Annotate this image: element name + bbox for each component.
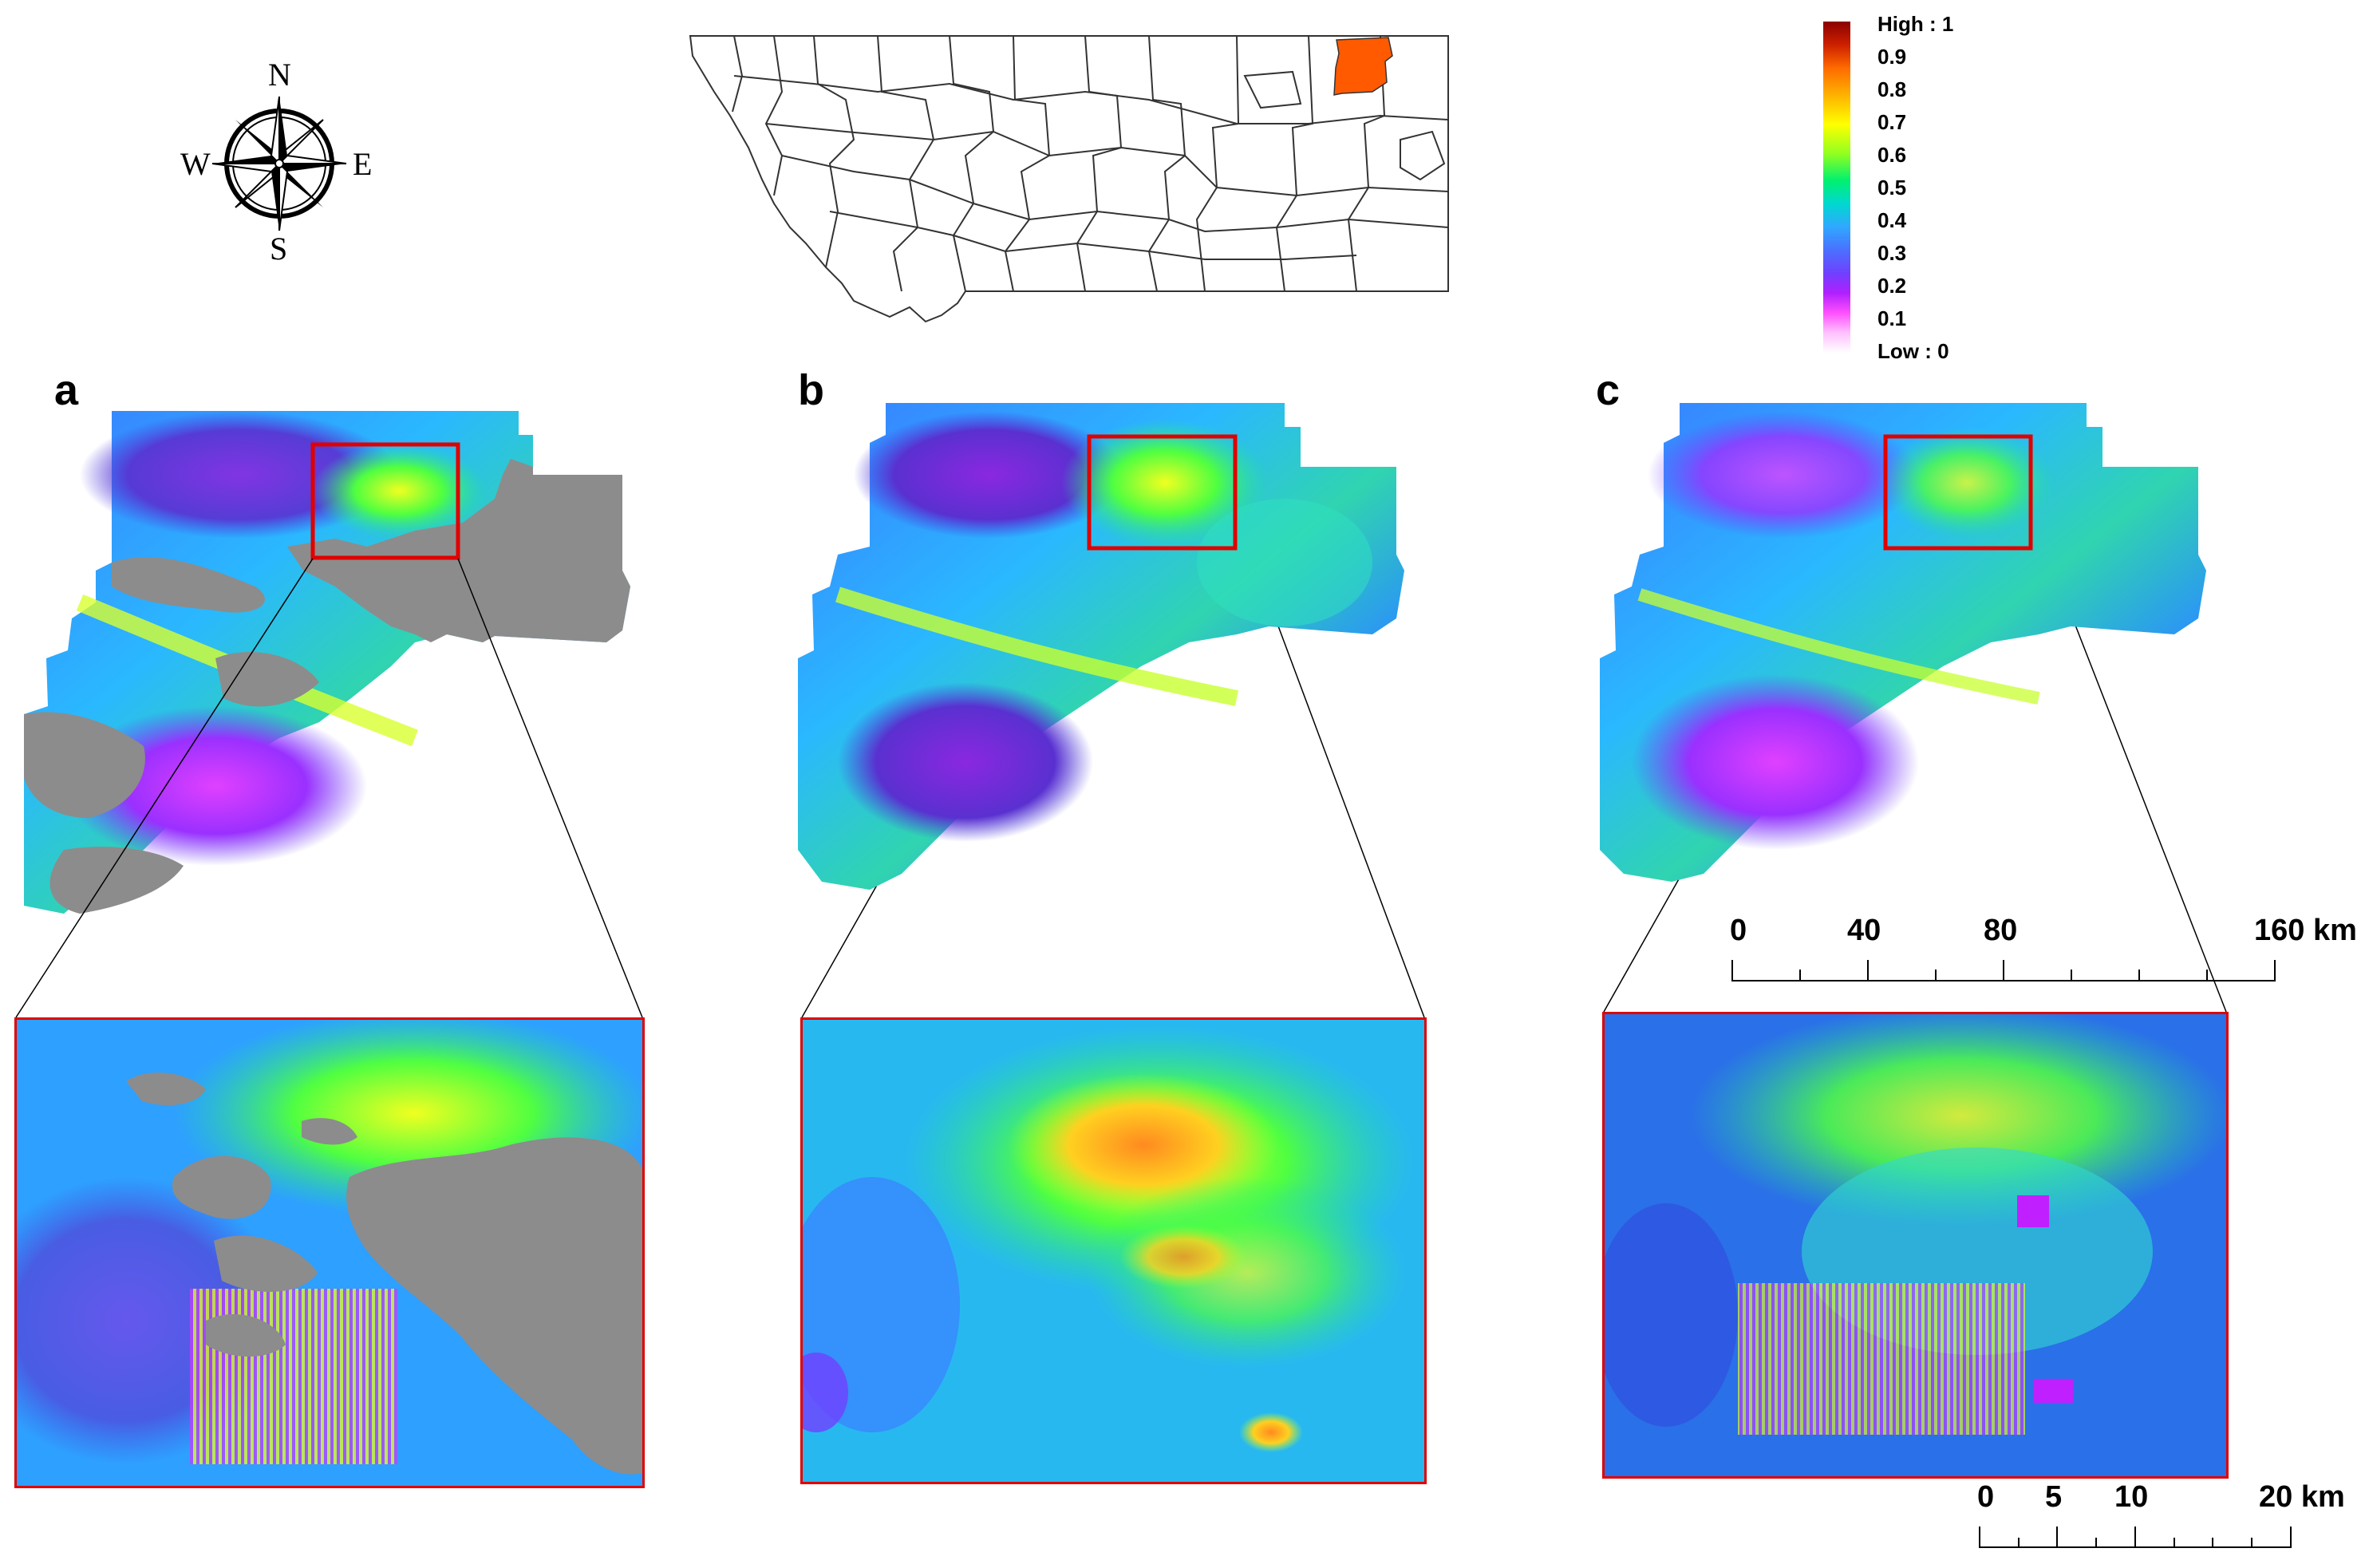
compass-west: W [180, 146, 211, 182]
inset-panel-a [14, 1017, 645, 1488]
panel-label-c: c [1596, 366, 1621, 414]
locator-map [689, 35, 1449, 323]
compass-east: E [353, 146, 373, 182]
scalebar-large-label: 160 km [2254, 914, 2357, 947]
compass-south: S [270, 231, 288, 267]
legend-tick: 0.9 [1877, 45, 1907, 69]
inset-panel-b [800, 1017, 1427, 1484]
highlighted-county [1333, 37, 1393, 96]
scalebar-small-label: 20 km [2259, 1480, 2345, 1514]
legend-tick: 0.8 [1877, 77, 1907, 101]
map-panel-b [798, 403, 1404, 890]
legend: High : 1 0.9 0.8 0.7 0.6 0.5 0.4 0.3 0.2… [1823, 12, 1983, 363]
legend-tick: 0.1 [1877, 306, 1907, 330]
legend-tick: 0.3 [1877, 241, 1907, 265]
compass-rose: N S W E [176, 56, 383, 271]
scalebar-large-label: 40 [1847, 914, 1881, 947]
legend-low-label: Low : 0 [1877, 339, 1949, 363]
inset-panel-c [1602, 1012, 2229, 1479]
legend-tick: 0.5 [1877, 176, 1907, 199]
scalebar-large-label: 0 [1730, 914, 1747, 947]
scalebar-small-label: 10 [2114, 1480, 2149, 1514]
scalebar-small-label: 5 [2045, 1480, 2063, 1514]
inset-frame-b [1087, 434, 1238, 551]
legend-high-label: High : 1 [1877, 12, 1954, 36]
legend-tick: 0.2 [1877, 274, 1907, 298]
map-panel-a [24, 411, 630, 914]
scalebar-large-label: 80 [1984, 914, 2018, 947]
inset-frame-a [310, 442, 460, 560]
legend-tick: 0.7 [1877, 110, 1907, 134]
scalebar-small: 0 5 10 20 km [1971, 1480, 2354, 1560]
scalebar-large: 0 40 80 160 km [1723, 914, 2362, 993]
panel-label-b: b [798, 366, 824, 414]
inset-frame-c [1883, 434, 2033, 551]
scalebar-small-label: 0 [1977, 1480, 1995, 1514]
compass-north: N [268, 57, 291, 93]
legend-color-ramp [1823, 22, 1850, 353]
legend-tick: 0.4 [1877, 208, 1907, 232]
compass-icon [211, 96, 347, 231]
state-outline [689, 35, 1449, 323]
map-panel-c [1600, 403, 2206, 882]
panel-label-a: a [54, 366, 79, 414]
legend-tick: 0.6 [1877, 143, 1907, 167]
